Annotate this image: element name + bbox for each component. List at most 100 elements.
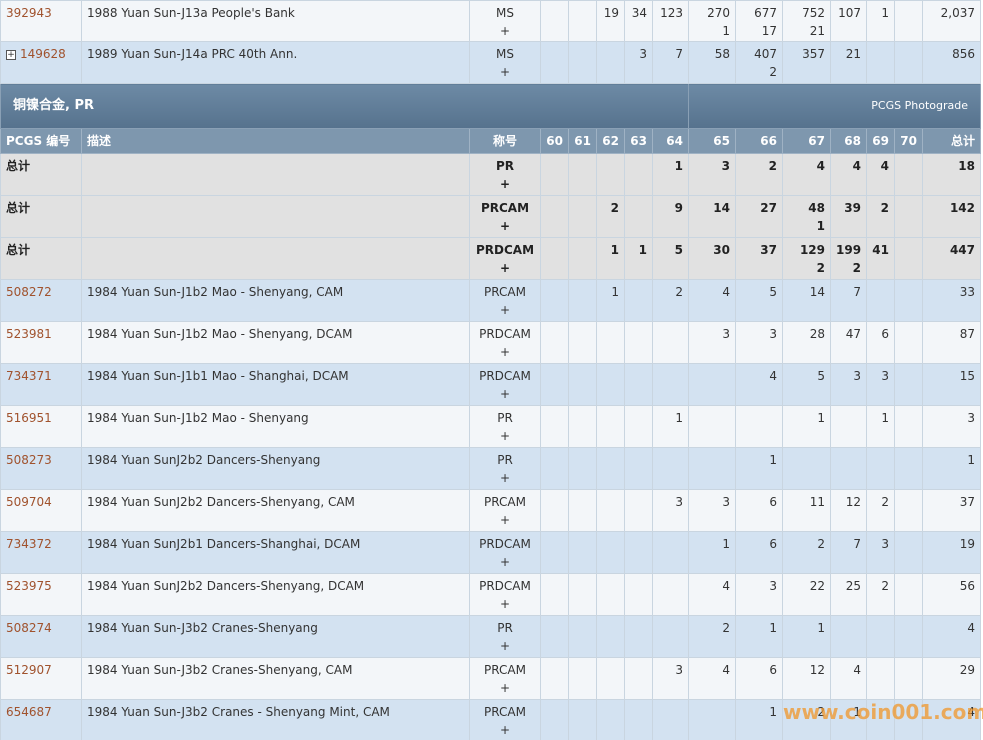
grade-count: 1 [817,411,825,425]
grade-cell [894,405,923,448]
grade-count: 4 [769,369,777,383]
designation-plus[interactable]: + [499,219,511,233]
grade-cell [568,321,597,364]
grade-cell: 1 [922,447,981,490]
grade-count: 407 [754,47,777,61]
grade-count: 7 [675,47,683,61]
grade-cell: 3 [624,41,653,84]
pcgs-link[interactable]: 734371 [6,369,52,383]
grade-cell: 142 [922,195,981,238]
coin-row: +149628 1989 Yuan Sun-J14a PRC 40th Ann. M… [0,41,981,84]
description-cell: 1984 Yuan Sun-J1b1 Mao - Shanghai, DCAM [81,363,470,406]
grade-cell [540,41,569,84]
grade-cell: 37 [735,237,783,280]
designation-plus[interactable]: + [499,597,511,611]
grade-cell: 4 [830,657,867,700]
grade-cell [540,657,569,700]
designation-cell: MS + [469,0,541,42]
description: 1984 Yuan Sun-J1b2 Mao - Shenyang [87,411,309,425]
designation-plus[interactable]: + [499,681,511,695]
description-cell: 1984 Yuan SunJ2b1 Dancers-Shanghai, DCAM [81,531,470,574]
designation-plus[interactable]: + [499,261,511,275]
grade-cell: 1 [866,405,895,448]
grade-cell [596,153,625,196]
designation-plus[interactable]: + [499,65,511,79]
grade-cell [782,447,831,490]
grade-cell: 2 [866,195,895,238]
grade-cell: 1 [624,237,653,280]
designation-plus[interactable]: + [499,639,511,653]
designation-plus[interactable]: + [499,345,511,359]
designation-cell: PR + [469,153,541,196]
designation-plus[interactable]: + [499,24,511,38]
grade-count: 6 [769,663,777,677]
column-title: 70 [894,128,923,154]
pcgs-link[interactable]: 508272 [6,285,52,299]
grade-cell [596,405,625,448]
pcgs-link[interactable]: 516951 [6,411,52,425]
description: 1989 Yuan Sun-J14a PRC 40th Ann. [87,47,298,61]
coin-row: 392943 1988 Yuan Sun-J13a People's Bank MS… [0,0,981,42]
pcgs-link[interactable]: 392943 [6,6,52,20]
grade-count: 6 [769,495,777,509]
pcgs-cell: 523981 [0,321,82,364]
pcgs-link[interactable]: 734372 [6,537,52,551]
grade-cell [652,615,689,658]
designation-plus[interactable]: + [499,723,511,737]
designation-plus[interactable]: + [499,555,511,569]
designation-plus[interactable]: + [499,429,511,443]
designation-plus[interactable]: + [499,177,511,191]
pcgs-link[interactable]: 508273 [6,453,52,467]
description-cell: 1984 Yuan SunJ2b2 Dancers-Shenyang, DCAM [81,573,470,616]
grade-count: 270 [707,6,730,20]
pcgs-link[interactable]: 654687 [6,705,52,719]
grade-count: 19 [959,537,975,551]
pcgs-cell: 516951 [0,405,82,448]
grade-cell: 2,037 [922,0,981,42]
grade-count: 37 [760,243,777,257]
pcgs-link[interactable]: 508274 [6,621,52,635]
grade-count: 4 [816,159,825,173]
grade-cell: 1 [688,531,736,574]
grade-cell: 25 [830,573,867,616]
grade-cell [540,153,569,196]
expand-icon[interactable]: + [6,50,16,60]
grade-cell [568,489,597,532]
grade-cell [540,321,569,364]
designation-plus[interactable]: + [499,471,511,485]
grade-cell: 4 [688,573,736,616]
grade-cell [624,489,653,532]
grade-count: 47 [845,327,861,341]
grade-cell [568,615,597,658]
grade-count: 3 [675,663,683,677]
grade-cell [652,363,689,406]
grade-cell: 6 [735,531,783,574]
description: 1984 Yuan Sun-J1b2 Mao - Shenyang, DCAM [87,327,353,341]
grade-count: 4 [880,159,889,173]
pcgs-link[interactable]: 523981 [6,327,52,341]
grade-count: 1 [881,411,889,425]
grade-cell: 19 [596,0,625,42]
description-cell: 1988 Yuan Sun-J13a People's Bank [81,0,470,42]
designation-cell: PRCAM + [469,699,541,740]
grade-count: 39 [844,201,861,215]
photograde-link[interactable]: PCGS Photograde [871,99,968,112]
grade-count: 2 [722,621,730,635]
description: 1984 Yuan SunJ2b2 Dancers-Shenyang, DCAM [87,579,365,593]
pcgs-link[interactable]: 509704 [6,495,52,509]
grade-cell [894,489,923,532]
grade-cell: 4 [922,615,981,658]
designation-plus[interactable]: + [499,303,511,317]
grade-count: 2 [768,159,777,173]
pcgs-link[interactable]: 149628 [20,47,66,61]
designation-cell: PR + [469,405,541,448]
pcgs-link[interactable]: 512907 [6,663,52,677]
grade-cell: 1 [735,615,783,658]
grade-cell [596,699,625,740]
grade-cell: 1 [596,279,625,322]
designation-plus[interactable]: + [499,513,511,527]
grade-cell [568,237,597,280]
designation-plus[interactable]: + [499,387,511,401]
coin-row: 508274 1984 Yuan Sun-J3b2 Cranes-Shenyang… [0,615,981,658]
pcgs-link[interactable]: 523975 [6,579,52,593]
